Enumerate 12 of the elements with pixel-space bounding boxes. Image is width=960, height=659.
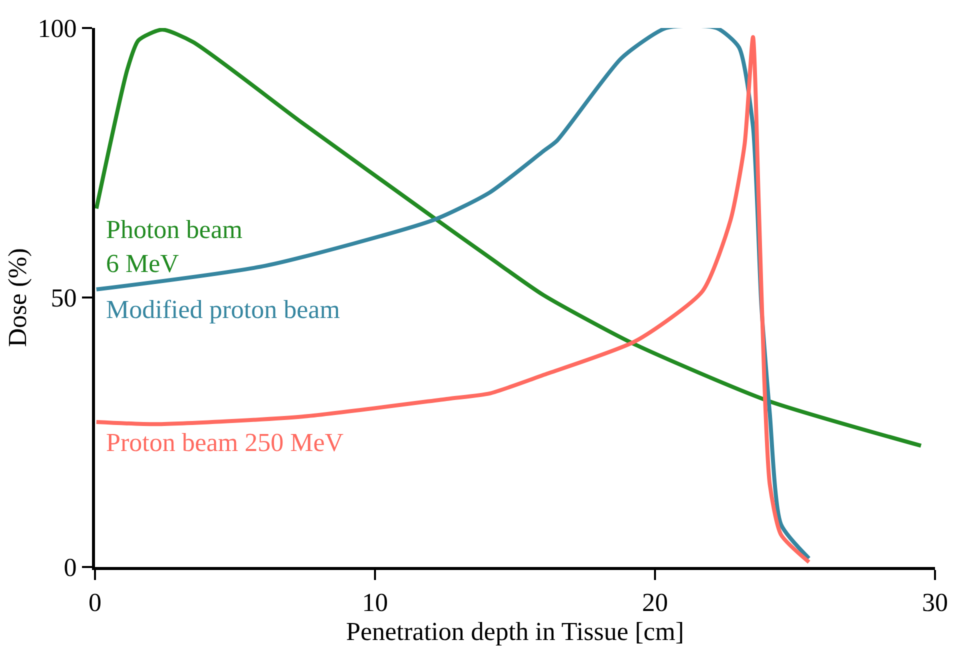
series-label: Photon beam 6 MeV <box>106 215 242 278</box>
y-tick-label: 50 <box>50 284 77 313</box>
x-axis-title: Penetration depth in Tissue [cm] <box>346 617 684 646</box>
x-tick-label: 30 <box>922 588 948 618</box>
series-label: Proton beam 250 MeV <box>106 428 344 457</box>
y-axis-title: Dose (%) <box>3 248 32 347</box>
x-tick-label: 0 <box>88 588 102 618</box>
x-tick-label: 10 <box>362 588 388 618</box>
y-tick-label: 0 <box>64 553 77 582</box>
y-tick-label: 100 <box>38 14 77 44</box>
x-tick-label: 20 <box>642 588 668 618</box>
series-label: Modified proton beam <box>106 295 340 324</box>
